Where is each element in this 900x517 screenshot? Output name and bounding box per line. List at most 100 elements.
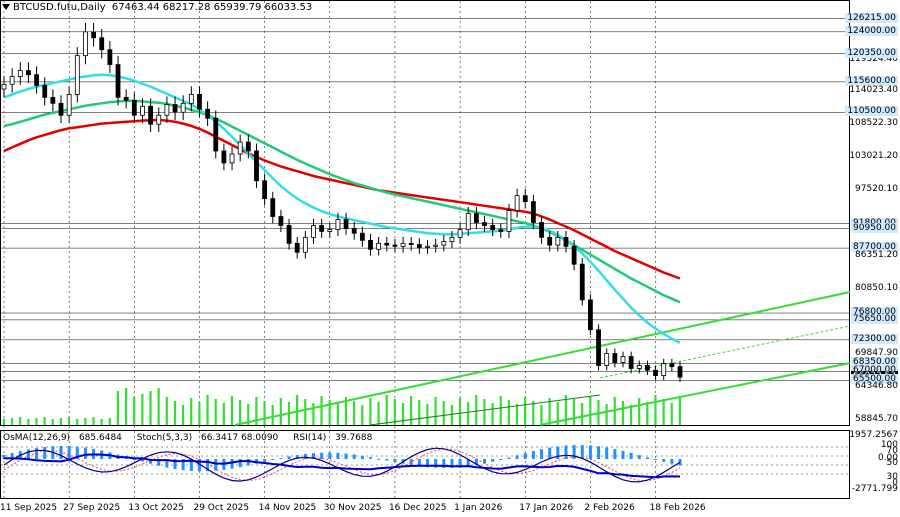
osma-bar [271, 459, 275, 460]
price-axis-label: 72300.00 [851, 333, 898, 344]
candle-body [237, 141, 243, 155]
price-axis-label: 120350.00 [845, 47, 898, 58]
indicator-legend: OsMA(12,26,9) 685.6484 Stoch(5,3,3) 66.3… [3, 433, 384, 443]
volume-bar [312, 403, 315, 425]
channel-upper-line[interactable] [234, 291, 851, 426]
symbol-title: BTCUSD.futu,Daily 67463.44 68217.28 6593… [2, 2, 312, 13]
candle-body [571, 245, 577, 265]
osma-bar [483, 459, 487, 464]
volume-bar [556, 402, 559, 425]
osma-bar [173, 459, 177, 470]
dropdown-triangle-icon[interactable] [2, 4, 10, 10]
price-axis-label: 97520.10 [855, 183, 898, 194]
candle-body [620, 356, 626, 363]
volume-bar [133, 397, 136, 425]
osma-bar [393, 459, 397, 463]
volume-bar [304, 399, 307, 425]
candle-body [180, 102, 186, 113]
channel-projection-line[interactable] [599, 325, 851, 379]
volume-bar [377, 402, 380, 425]
volume-bar [507, 400, 510, 425]
candle-body [392, 244, 398, 247]
candle-body [254, 150, 259, 182]
osma-bar [303, 453, 307, 459]
price-axis-label: 80850.10 [855, 282, 898, 293]
osma-bar [662, 459, 666, 462]
candle-body [66, 93, 72, 116]
osma-bar [499, 459, 503, 460]
indicator-axis-label: 70 [886, 446, 898, 456]
volume-bar [410, 396, 413, 425]
volume-bar [385, 395, 388, 425]
osma-bar [458, 459, 462, 468]
candle-body [522, 195, 528, 203]
osma-bar [670, 459, 674, 464]
osma-bar [621, 450, 625, 459]
osma-bar [450, 459, 454, 468]
volume-bar [328, 400, 331, 425]
indicator-axis-label: 0.00 [877, 453, 898, 463]
symbol-label: BTCUSD.futu,Daily [13, 2, 106, 13]
candle-body [547, 236, 553, 246]
volume-bar [27, 419, 30, 425]
osma-bar [157, 459, 161, 466]
date-axis-label: 29 Oct 2025 [193, 503, 250, 513]
volume-bar [418, 400, 421, 425]
volume-bar [198, 402, 201, 425]
osma-bar [181, 459, 185, 471]
volume-bar [320, 396, 323, 425]
candle-body [140, 105, 145, 116]
candle-body [286, 225, 292, 244]
candle-body [188, 93, 194, 104]
osma-bar [629, 452, 633, 459]
candle-body [123, 96, 129, 101]
candle-body [311, 225, 316, 238]
osma-bar [295, 455, 299, 459]
candle-body [115, 64, 121, 98]
channel-lower-line[interactable] [539, 362, 851, 426]
channel-middle-line[interactable] [369, 394, 601, 426]
osma-bar [377, 458, 381, 460]
osma-bar [605, 447, 609, 459]
volume-bar [483, 399, 486, 425]
volume-bar [442, 401, 445, 425]
osma-bar [426, 459, 430, 468]
volume-bar [458, 398, 462, 425]
osma-bar [417, 459, 421, 467]
candle-body [636, 365, 642, 369]
price-axis-label: 108522.30 [849, 118, 898, 129]
volume-bar [401, 403, 405, 425]
volume-bar [76, 419, 79, 425]
date-axis-label: 16 Dec 2025 [388, 503, 447, 513]
candle-body [1, 83, 7, 90]
osma-bar [35, 448, 39, 459]
ohlc-readout: 67463.44 68217.28 65939.79 66033.53 [111, 2, 313, 13]
candle-body [221, 150, 227, 164]
indicator-pane [1, 445, 849, 483]
volume-bar [548, 398, 551, 425]
osma-bar [540, 449, 544, 459]
volume-bar [654, 395, 657, 425]
candle-body [612, 353, 618, 363]
candle-body [197, 93, 202, 110]
price-axis-label: 110500.00 [845, 106, 898, 117]
candle-body [229, 153, 235, 164]
horizontal-levels [1, 18, 849, 381]
osma-bar [654, 459, 658, 460]
osma-bar [491, 459, 495, 462]
volume-bar [124, 388, 128, 425]
price-axis-label: 126215.00 [845, 12, 898, 23]
osma-bar [613, 449, 617, 459]
stoch-main-line [3, 447, 681, 483]
volume-bar [157, 388, 160, 425]
volume-bar [190, 398, 193, 425]
price-axis-label: 115600.00 [845, 75, 898, 86]
candle-body [26, 70, 31, 76]
candle-body [376, 242, 382, 250]
volume-bar [173, 401, 177, 425]
candle-body [50, 96, 56, 104]
price-axis-label: 91800.00 [851, 217, 898, 228]
date-axis-label: 27 Sep 2025 [63, 503, 121, 513]
